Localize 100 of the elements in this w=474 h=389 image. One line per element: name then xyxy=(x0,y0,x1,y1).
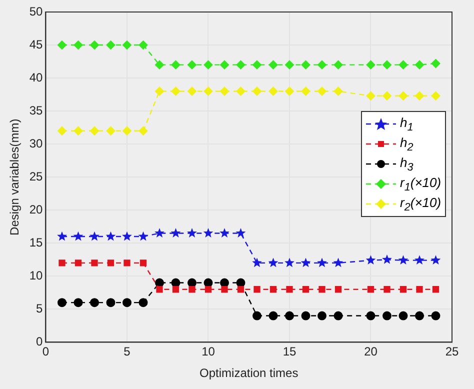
point xyxy=(333,258,344,268)
point xyxy=(285,311,294,320)
point xyxy=(415,91,424,100)
point xyxy=(57,231,67,241)
point xyxy=(318,86,326,96)
point xyxy=(106,126,116,136)
point xyxy=(58,298,66,308)
point xyxy=(187,228,197,238)
point xyxy=(58,260,66,266)
y-tick-label: 10 xyxy=(29,268,44,282)
point xyxy=(156,286,163,293)
point xyxy=(431,311,440,320)
y-tick-label: 25 xyxy=(29,169,44,184)
point xyxy=(252,86,262,96)
point xyxy=(188,86,196,96)
point xyxy=(300,258,311,268)
point xyxy=(73,231,84,241)
point xyxy=(122,231,132,241)
point xyxy=(204,86,213,96)
point xyxy=(236,86,246,96)
point xyxy=(254,286,260,293)
point xyxy=(317,258,327,268)
point xyxy=(318,60,326,70)
point xyxy=(188,60,196,70)
point xyxy=(155,60,164,70)
point xyxy=(432,286,440,293)
point xyxy=(268,60,278,70)
y-tick-label: 20 xyxy=(29,202,44,216)
point xyxy=(188,286,196,293)
point xyxy=(236,60,246,70)
point xyxy=(268,258,278,268)
y-tick-label: 50 xyxy=(29,4,44,18)
point xyxy=(106,40,116,50)
point xyxy=(203,228,214,238)
point xyxy=(204,286,212,293)
point xyxy=(138,298,148,308)
point xyxy=(74,126,83,136)
point xyxy=(138,126,148,136)
point xyxy=(236,228,246,238)
point xyxy=(106,231,116,241)
point xyxy=(171,60,180,70)
point xyxy=(155,86,164,96)
y-tick-label: 15 xyxy=(29,235,44,250)
point xyxy=(285,60,294,70)
point xyxy=(172,286,180,293)
point xyxy=(90,231,100,241)
point xyxy=(124,260,130,266)
point xyxy=(74,40,83,50)
point xyxy=(90,126,99,136)
x-tick-label: 15 xyxy=(282,344,296,359)
x-tick-label: 10 xyxy=(202,344,216,359)
point xyxy=(415,311,424,320)
point xyxy=(382,254,392,264)
point xyxy=(398,60,408,70)
point xyxy=(318,286,326,293)
point xyxy=(302,286,310,293)
point xyxy=(252,258,262,268)
legend-label: h$_{2}$ xyxy=(400,134,414,154)
point xyxy=(58,126,66,136)
point xyxy=(74,298,83,308)
point xyxy=(284,258,294,268)
point xyxy=(138,231,148,241)
point xyxy=(252,311,262,320)
x-axis-title: Optimization times xyxy=(200,366,298,380)
point xyxy=(384,286,390,293)
point xyxy=(268,311,278,320)
point xyxy=(220,86,229,96)
x-tick-label: 20 xyxy=(364,344,378,359)
point xyxy=(431,59,440,68)
point xyxy=(58,40,66,50)
point xyxy=(382,60,392,70)
point xyxy=(416,286,423,293)
point xyxy=(171,86,180,96)
point xyxy=(414,255,424,265)
point xyxy=(430,255,441,265)
point xyxy=(398,255,408,265)
x-tick-label: 5 xyxy=(124,344,131,359)
point xyxy=(268,86,278,96)
point xyxy=(382,311,392,320)
x-tick-label: 25 xyxy=(445,344,459,359)
point xyxy=(334,60,343,70)
point xyxy=(366,60,376,70)
point xyxy=(366,311,376,320)
legend-label: h$_{1}$ xyxy=(400,114,414,134)
y-tick-label: 5 xyxy=(36,301,44,316)
point xyxy=(366,255,376,265)
legend-label: r$_{2}$(×10) xyxy=(400,194,442,214)
point xyxy=(138,40,148,50)
point xyxy=(90,298,99,308)
point xyxy=(334,311,343,320)
point xyxy=(252,60,262,70)
point xyxy=(221,286,228,293)
point xyxy=(122,298,132,308)
y-tick-label: 30 xyxy=(29,136,44,150)
point xyxy=(301,86,310,96)
point xyxy=(400,286,407,293)
point xyxy=(334,86,343,96)
y-tick-label: 45 xyxy=(29,37,44,52)
y-tick-label: 40 xyxy=(29,70,44,84)
point xyxy=(415,60,424,70)
